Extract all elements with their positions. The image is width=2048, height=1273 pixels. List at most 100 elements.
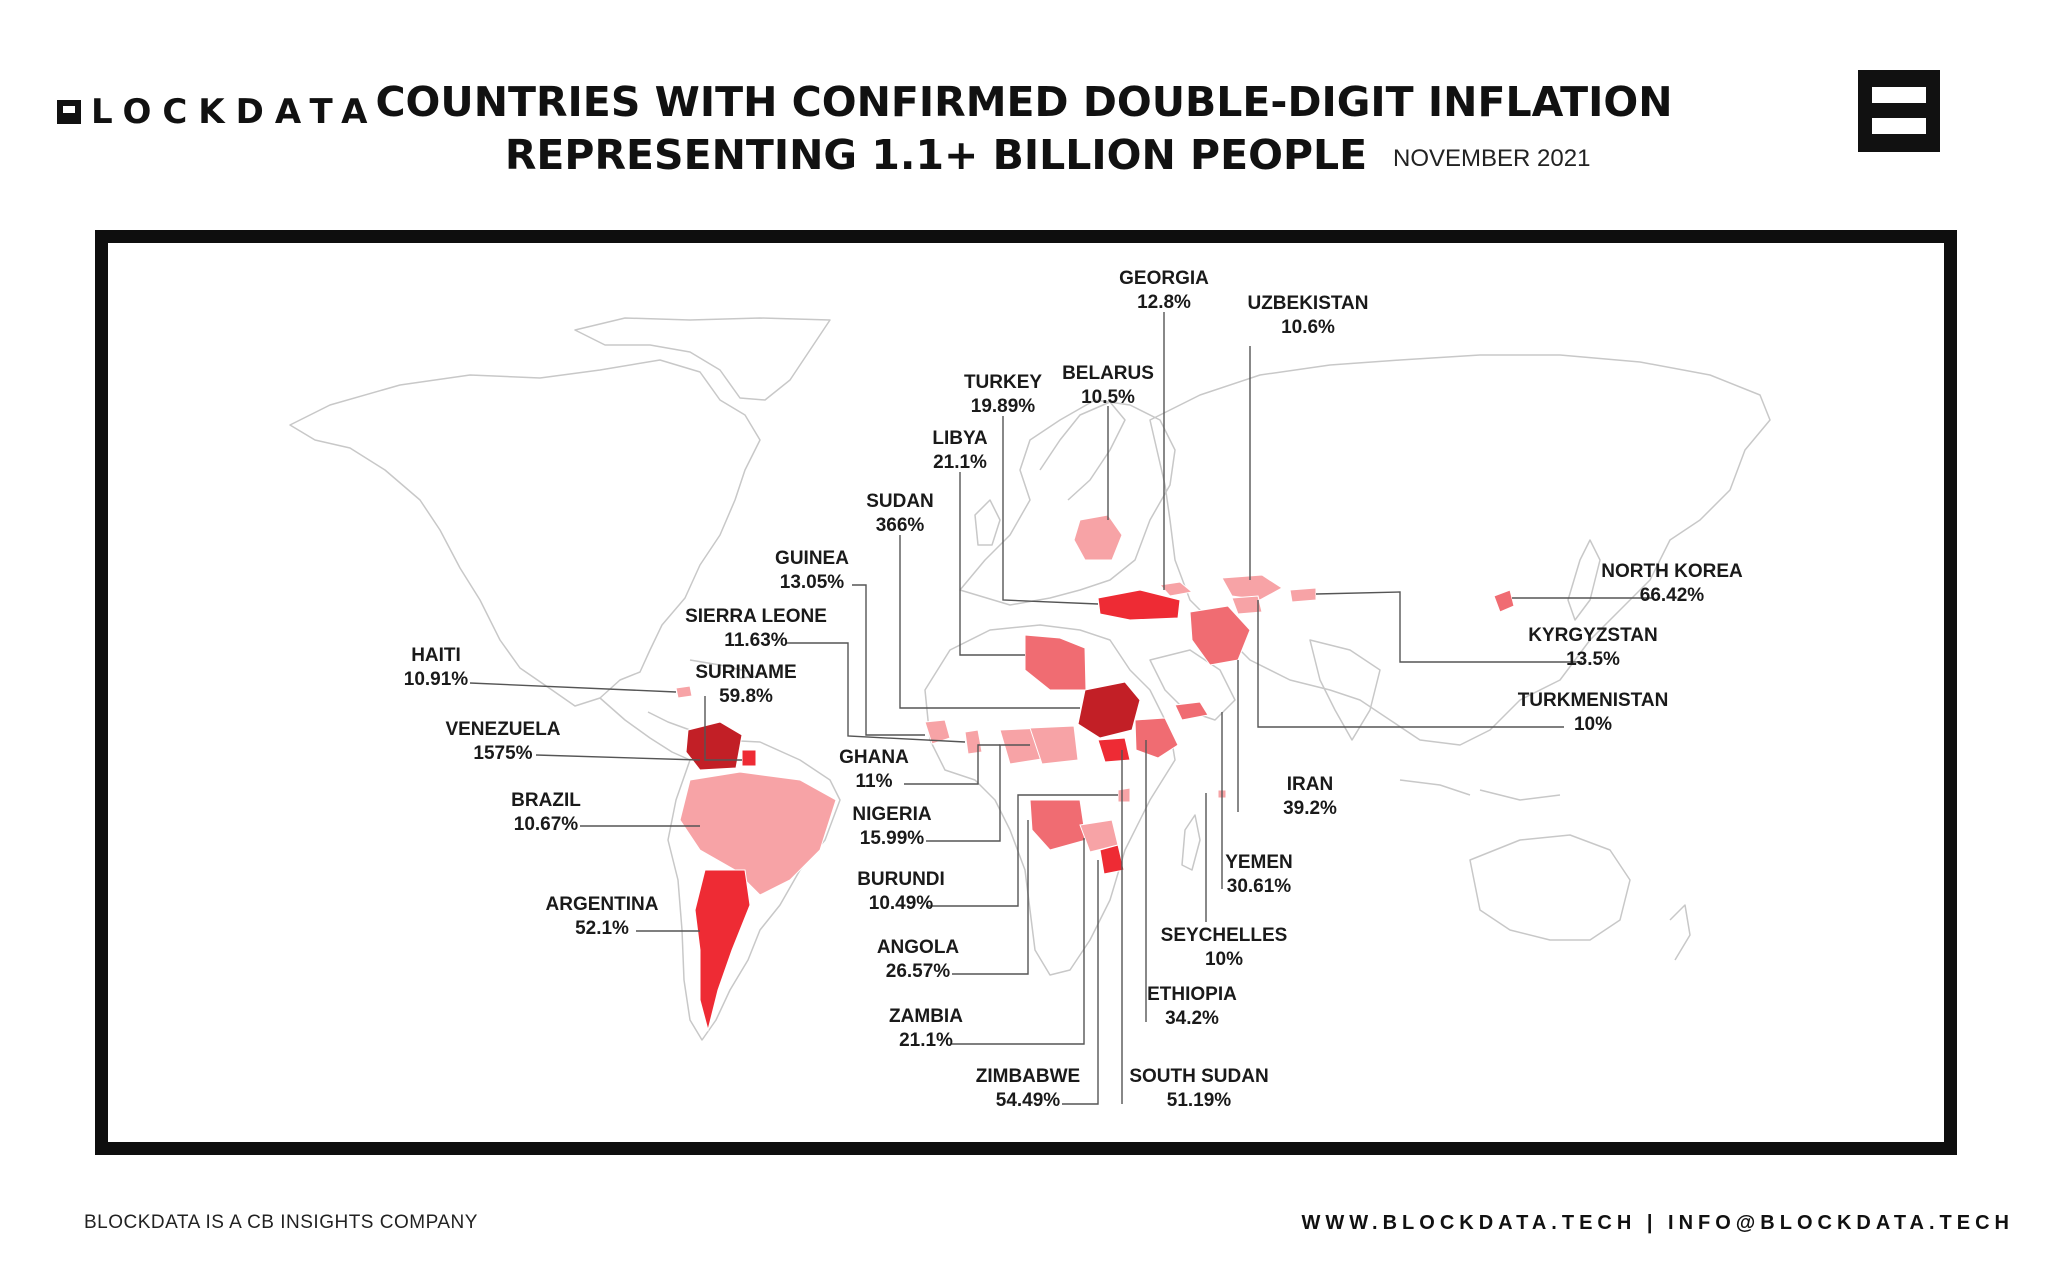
haiti-rate-label: 10.91% [404,669,469,690]
suriname-shape [741,749,757,767]
turkey-name-label: TURKEY [964,372,1042,393]
south-sudan-rate-label: 51.19% [1167,1090,1232,1111]
haiti-name-label: HAITI [411,645,461,666]
kyrgyzstan-name-label: KYRGYZSTAN [1528,625,1657,646]
new-zealand-outline [1669,904,1691,961]
land-outlines [289,317,1771,1041]
georgia-rate-label: 12.8% [1137,292,1191,313]
burundi-name-label: BURUNDI [857,869,945,890]
uzbekistan-rate-label: 10.6% [1281,317,1335,338]
north-korea-shape [1493,589,1515,613]
australia-outline [1469,834,1631,941]
haiti-leader-line [469,682,677,693]
suriname-name-label: SURINAME [695,662,796,683]
arabia-outline [1149,649,1236,721]
brand-square-logo-icon [1858,70,1940,152]
ethiopia-rate-label: 34.2% [1165,1008,1219,1029]
sierra-leone-leader-line [786,642,966,743]
title-line-1: COUNTRIES WITH CONFIRMED DOUBLE-DIGIT IN… [375,78,1673,126]
zimbabwe-shape [1099,844,1125,875]
north-korea-rate-label: 66.42% [1640,585,1705,606]
north-korea-name-label: NORTH KOREA [1601,561,1743,582]
iran-name-label: IRAN [1287,774,1333,795]
libya-rate-label: 21.1% [933,452,987,473]
footer-contact: WWW.BLOCKDATA.TECH | INFO@BLOCKDATA.TECH [1302,1212,2014,1235]
zambia-rate-label: 21.1% [899,1030,953,1051]
kyrgyzstan-leader-line [1315,591,1582,663]
angola-name-label: ANGOLA [877,937,960,958]
venezuela-shape [685,721,743,771]
seychelles-rate-label: 10% [1205,949,1243,970]
north-america-outline [289,359,761,707]
zimbabwe-leader-line [1062,860,1099,1105]
ethiopia-name-label: ETHIOPIA [1147,984,1237,1005]
sierra-leone-rate-label: 11.63% [724,630,787,651]
brand-logo: LOCKDATA [57,92,378,132]
turkey-shape [1097,589,1181,621]
suriname-leader-line [704,696,742,761]
ghana-rate-label: 11% [856,771,893,792]
venezuela-leader-line [535,754,701,761]
greenland-outline [574,317,831,401]
haiti-shape [675,685,693,699]
footer-company-note: BLOCKDATA IS A CB INSIGHTS COMPANY [84,1212,478,1233]
iran-rate-label: 39.2% [1283,798,1337,819]
belarus-rate-label: 10.5% [1081,387,1135,408]
turkmenistan-rate-label: 10% [1574,714,1612,735]
brazil-rate-label: 10.67% [514,814,579,835]
venezuela-rate-label: 1575% [473,743,532,764]
argentina-rate-label: 52.1% [575,918,629,939]
japan-outline [1567,539,1601,621]
zimbabwe-name-label: ZIMBABWE [976,1066,1080,1087]
india-outline [1309,639,1381,741]
footer-separator: | [1646,1212,1658,1234]
sudan-rate-label: 366% [876,515,925,536]
kyrgyzstan-shape [1289,587,1317,603]
page-title: COUNTRIES WITH CONFIRMED DOUBLE-DIGIT IN… [0,76,2048,182]
guinea-leader-line [852,584,925,736]
madagascar-outline [1181,814,1201,871]
belarus-shape [1073,514,1123,561]
country-labels: GEORGIA 12.8% UZBEKISTAN 10.6% TURKEY 19.89% B… [404,268,1743,1111]
brand-logo-text: LOCKDATA [91,92,379,132]
guinea-rate-label: 13.05% [780,572,845,593]
yemen-shape [1174,701,1209,721]
angola-leader-line [952,820,1029,975]
africa-outline [924,624,1176,976]
footer-email-link[interactable]: INFO@BLOCKDATA.TECH [1668,1212,2014,1234]
leader-lines [469,312,1652,1105]
burundi-shape [1117,787,1131,803]
libya-leader-line [959,472,1025,656]
brazil-name-label: BRAZIL [511,790,581,811]
turkey-leader-line [1002,416,1099,605]
ethiopia-shape [1134,717,1179,759]
belarus-name-label: BELARUS [1062,363,1154,384]
suriname-rate-label: 59.8% [719,686,773,707]
nigeria-name-label: NIGERIA [852,804,931,825]
zambia-leader-line [952,838,1085,1045]
sudan-leader-line [899,535,1080,709]
zimbabwe-rate-label: 54.49% [996,1090,1061,1111]
georgia-shape [1159,581,1194,597]
country-shapes [675,514,1515,1032]
uk-outline [974,499,1001,546]
uzbekistan-shape [1221,574,1283,601]
guinea-name-label: GUINEA [775,548,849,569]
burundi-leader-line [926,794,1118,907]
libya-shape [1024,634,1087,691]
ghana-leader-line [904,744,1000,785]
south-america-outline [667,739,841,1041]
brazil-shape [679,771,837,896]
guinea-shape [924,719,951,745]
central-america-outline [599,697,701,761]
nigeria-shape [1029,725,1079,765]
asia-outline [1149,354,1771,746]
libya-name-label: LIBYA [932,428,988,449]
caribbean-outline [689,659,761,679]
footer-website-link[interactable]: WWW.BLOCKDATA.TECH [1301,1212,1637,1234]
date-label: NOVEMBER 2021 [1393,145,1591,172]
venezuela-name-label: VENEZUELA [445,719,560,740]
indonesia-outline [1399,779,1561,801]
turkmenistan-shape [1231,595,1263,615]
